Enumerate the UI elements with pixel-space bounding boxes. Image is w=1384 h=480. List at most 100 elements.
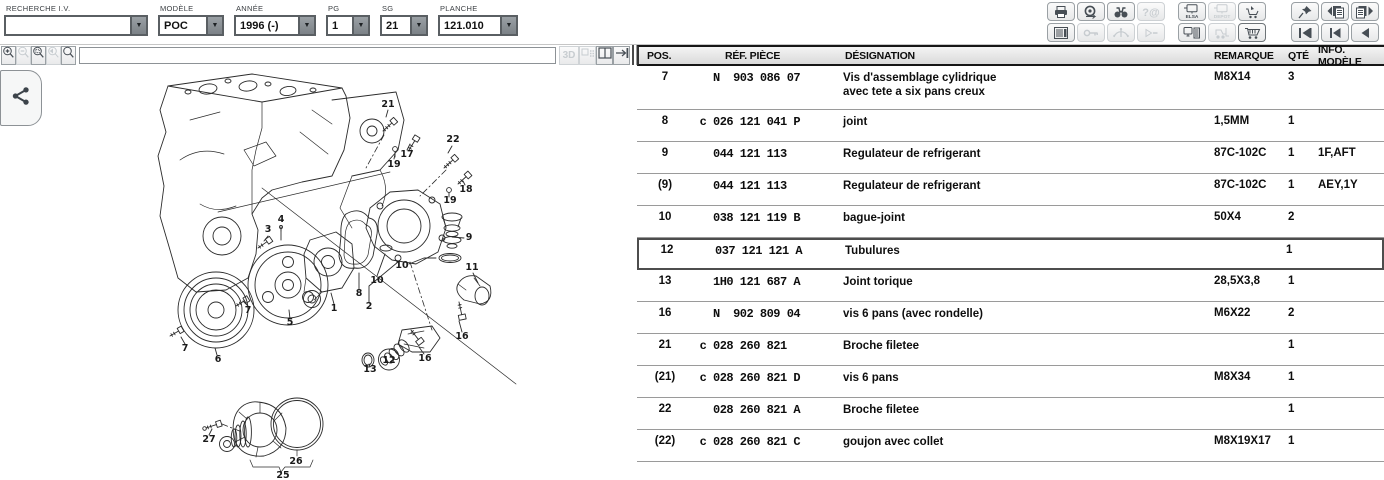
zoom-in-button[interactable] — [1, 45, 16, 65]
tubulure-art — [361, 325, 441, 368]
pin-plate-button[interactable] — [1291, 2, 1319, 21]
planche-combobox[interactable]: 121.010 ▼ — [438, 15, 518, 36]
callout-label[interactable]: 22 — [446, 134, 459, 145]
callout-label[interactable]: 6 — [215, 354, 222, 365]
parts-table-row[interactable]: (21) c 028 260 821 D vis 6 pans M8X34 1 — [637, 366, 1384, 398]
parts-table-row[interactable]: 21 c 028 260 821 Broche filetee 1 — [637, 334, 1384, 366]
callout-label[interactable]: 7 — [245, 305, 252, 316]
parts-table-row[interactable]: 8 c 026 121 041 P joint 1,5MM 1 — [637, 110, 1384, 142]
magnifier-button[interactable] — [61, 45, 76, 65]
nav-previous-button[interactable] — [1321, 23, 1349, 42]
share-button[interactable] — [0, 70, 42, 126]
parts-table-row[interactable]: 7 N 903 086 07 Vis d'assemblage cylidrique… — [637, 66, 1384, 110]
pg-value[interactable]: 1 — [328, 17, 352, 34]
callout-label[interactable]: 10 — [370, 275, 384, 286]
parts-table-row[interactable]: 16 N 902 809 04 vis 6 pans (avec rondelle)… — [637, 302, 1384, 334]
sg-value[interactable]: 21 — [382, 17, 410, 34]
callout-label[interactable]: 26 — [289, 456, 303, 467]
cart-icon — [1244, 26, 1261, 40]
highlighted-position-marker[interactable] — [378, 348, 400, 371]
parts-table-row[interactable]: (9) 044 121 113 Regulateur de refrigerant 8… — [637, 174, 1384, 206]
part-number-cell: N 903 086 07 — [713, 71, 801, 85]
recherche-field: RECHERCHE I.V. ▼ — [4, 4, 148, 36]
part-number-cell: 044 121 113 — [713, 147, 787, 161]
callout-label[interactable]: 18 — [459, 184, 473, 195]
callout-label[interactable]: 17 — [400, 149, 413, 160]
designation-line1: joint — [843, 116, 868, 128]
callout-label[interactable]: 1 — [331, 303, 338, 314]
remarque-cell: M8X14 — [1214, 71, 1251, 83]
parts-table-row[interactable]: 12 037 121 121 A Tubulures 1 — [637, 238, 1384, 270]
callout-label[interactable]: 5 — [287, 317, 294, 328]
parts-table-row[interactable]: 9 044 121 113 Regulateur de refrigerant 87C… — [637, 142, 1384, 174]
callout-label[interactable]: 25 — [276, 470, 289, 480]
sg-dropdown-icon[interactable]: ▼ — [410, 17, 426, 34]
callout-label[interactable]: 16 — [455, 331, 469, 342]
callout-label[interactable]: 11 — [465, 262, 478, 273]
parts-table-row[interactable]: 22 028 260 821 A Broche filetee 1 — [637, 398, 1384, 430]
zoom-slider-track[interactable] — [79, 46, 556, 64]
designation-cell: Broche filetee — [843, 403, 1214, 417]
callout-label[interactable]: 16 — [418, 353, 432, 364]
search-binoculars-button[interactable] — [1107, 2, 1135, 21]
callout-highlighted[interactable]: 12 — [382, 355, 395, 366]
parts-list-button[interactable] — [1047, 23, 1075, 42]
callout-label[interactable]: 19 — [387, 159, 400, 170]
order-cart-button[interactable] — [1238, 2, 1266, 21]
pos-cell: (9) — [657, 179, 673, 191]
callout-label[interactable]: 13 — [363, 364, 376, 375]
annee-field: ANNÉE 1996 (-) ▼ — [234, 4, 316, 36]
modele-combobox[interactable]: POC ▼ — [158, 15, 224, 36]
designation-cell: Vis d'assemblage cylidrique avec tete a s… — [843, 71, 1214, 99]
nav-first-button[interactable] — [1291, 23, 1319, 42]
zoom-area-button[interactable] — [31, 45, 46, 65]
callout-label[interactable]: 4 — [278, 214, 285, 225]
callout-label[interactable]: 8 — [356, 288, 363, 299]
annee-combobox[interactable]: 1996 (-) ▼ — [234, 15, 316, 36]
fit-width-button[interactable] — [613, 45, 630, 65]
sg-combobox[interactable]: 21 ▼ — [380, 15, 428, 36]
nav-back-button[interactable] — [1351, 23, 1379, 42]
callout-label[interactable]: 2 — [366, 301, 373, 312]
callout-label[interactable]: 19 — [443, 195, 456, 206]
callout-label[interactable]: 10 — [395, 260, 409, 271]
elsa-label: ELSA — [1186, 14, 1199, 19]
designation-cell: Regulateur de refrigerant — [843, 147, 1214, 161]
parts-table-row[interactable]: (22) c 028 260 821 C goujon avec collet M8X1… — [637, 430, 1384, 462]
designation-cell: joint — [843, 115, 1214, 129]
parts-table-row[interactable]: 10 038 121 119 B bague-joint 50X4 2 — [637, 206, 1384, 238]
recherche-combobox[interactable]: ▼ — [4, 15, 148, 36]
elsa-button[interactable]: ELSA — [1178, 2, 1206, 21]
modele-dropdown-icon[interactable]: ▼ — [206, 17, 222, 34]
callout-label[interactable]: 27 — [202, 434, 215, 445]
previous-document-button[interactable] — [1321, 2, 1349, 21]
pg-combobox[interactable]: 1 ▼ — [326, 15, 370, 36]
recherche-dropdown-icon[interactable]: ▼ — [130, 17, 146, 34]
recherche-value[interactable] — [6, 17, 130, 34]
next-document-button[interactable] — [1351, 2, 1379, 21]
wheel-info-button[interactable] — [1077, 2, 1105, 21]
modele-value[interactable]: POC — [160, 17, 206, 34]
parts-table-row[interactable]: 13 1H0 121 687 A Joint torique 28,5X3,8 1 — [637, 270, 1384, 302]
part-number-cell: 028 260 821 D — [713, 371, 801, 385]
cart-button[interactable] — [1238, 23, 1266, 42]
share-icon — [11, 86, 31, 111]
screen-list-button[interactable] — [1178, 23, 1206, 42]
pos-cell: 7 — [661, 71, 669, 83]
callout-label[interactable]: 21 — [381, 99, 394, 110]
qty-cell: 2 — [1288, 307, 1295, 319]
split-view-button[interactable] — [596, 45, 613, 65]
callout-label[interactable]: 9 — [466, 232, 473, 243]
print-button[interactable] — [1047, 2, 1075, 21]
column-header-pos: POS. — [647, 49, 672, 62]
modele-label: MODÈLE — [160, 4, 194, 13]
annee-value[interactable]: 1996 (-) — [236, 17, 298, 34]
callout-label[interactable]: 3 — [265, 224, 272, 235]
planche-value[interactable]: 121.010 — [440, 17, 500, 34]
qty-cell: 1 — [1288, 371, 1295, 383]
annee-dropdown-icon[interactable]: ▼ — [298, 17, 314, 34]
callout-label[interactable]: 7 — [182, 343, 189, 354]
pg-dropdown-icon[interactable]: ▼ — [352, 17, 368, 34]
planche-dropdown-icon[interactable]: ▼ — [500, 17, 516, 34]
